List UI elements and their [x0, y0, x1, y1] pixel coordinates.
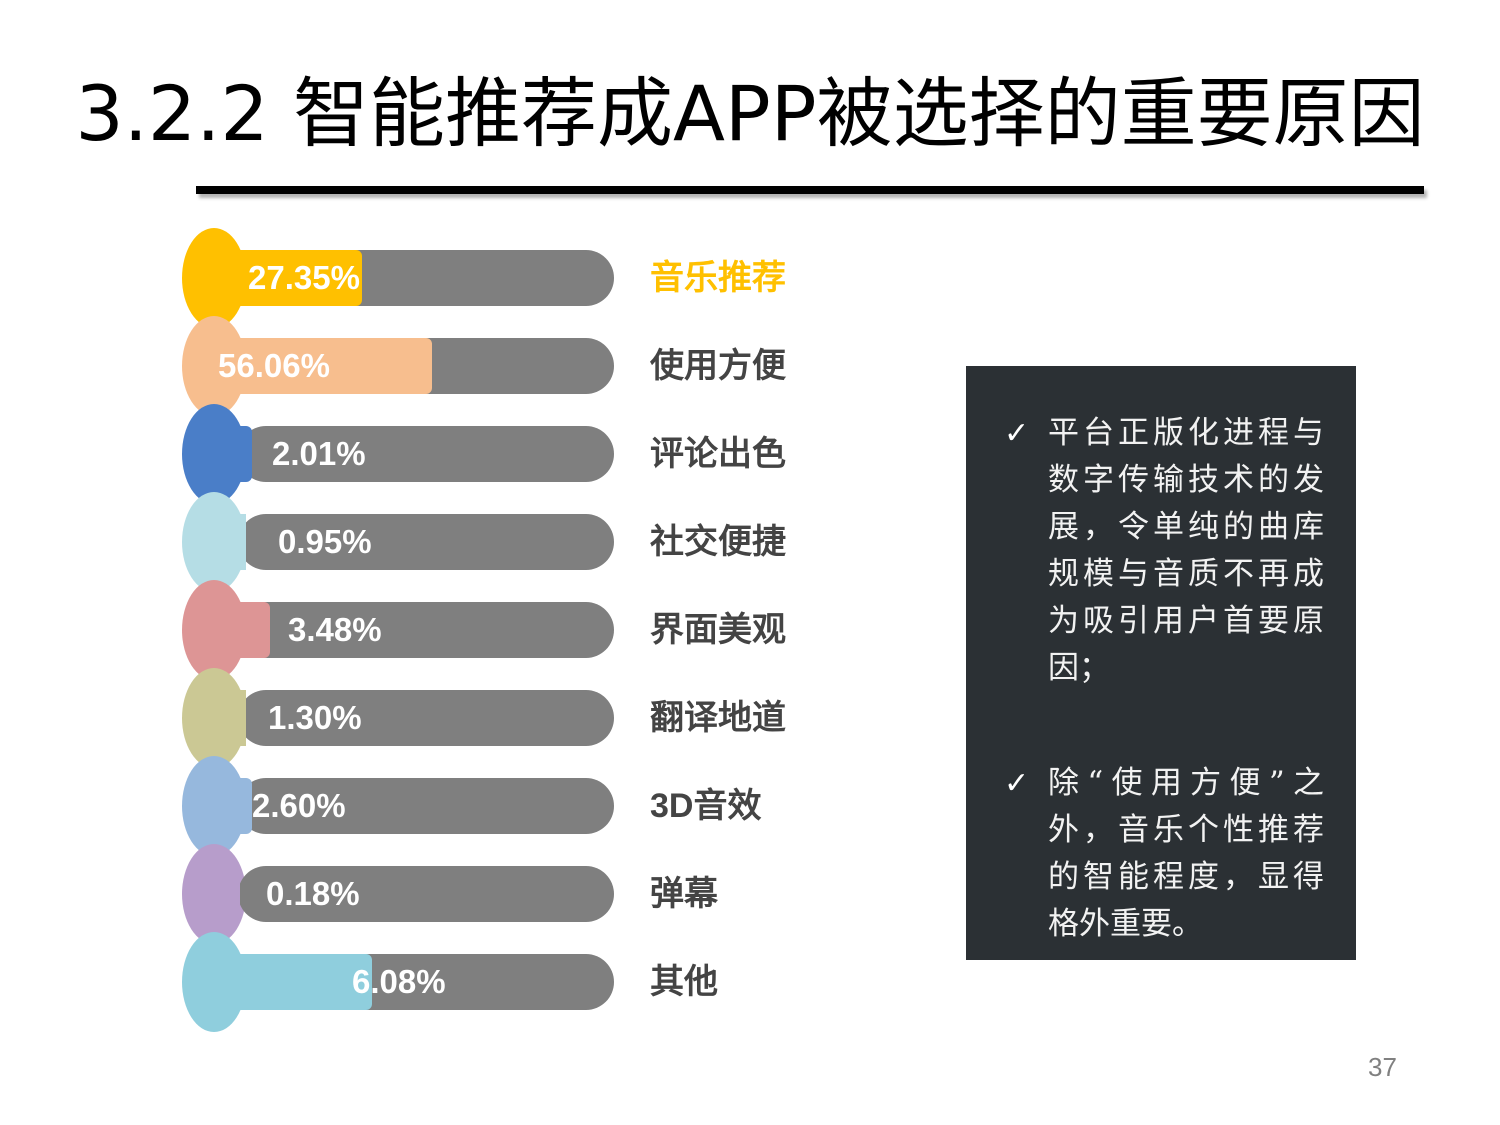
bar-fill	[238, 778, 252, 834]
bar-fill	[238, 866, 240, 922]
bar-cap-ellipse	[182, 492, 246, 592]
check-icon: ✓	[1004, 416, 1030, 451]
bar-category-label: 弹幕	[650, 875, 718, 913]
bar-row: 0.95% 社交便捷	[0, 492, 940, 592]
bar-row: 6.08% 其他	[0, 932, 940, 1032]
bar-cap-ellipse	[182, 228, 246, 328]
bar-fill	[238, 690, 246, 746]
bar-value-label: 3.48%	[288, 611, 382, 648]
insight-note-box: ✓ 平台正版化进程与数字传输技术的发展，令单纯的曲库规模与音质不再成为吸引用户首…	[966, 366, 1356, 960]
bar-fill	[238, 602, 270, 658]
note-bullet: ✓ 除“使用方便”之外，音乐个性推荐的智能程度，显得格外重要。	[1004, 760, 1324, 948]
bar-cap-ellipse	[182, 844, 246, 944]
bar-cap-ellipse	[182, 580, 246, 680]
note-bullet-text: 除“使用方便”之外，音乐个性推荐的智能程度，显得格外重要。	[1048, 765, 1324, 942]
bar-category-label: 3D音效	[650, 787, 762, 825]
bar-track	[238, 866, 614, 922]
bar-value-label: 1.30%	[268, 699, 362, 736]
bar-category-label: 翻译地道	[650, 699, 786, 737]
page-title: 3.2.2 智能推荐成APP被选择的重要原因	[75, 69, 1425, 158]
bar-fill	[238, 250, 362, 306]
bar-row: 2.60% 3D音效	[0, 756, 940, 856]
title-divider-rule	[196, 186, 1424, 194]
bar-cap-ellipse	[182, 404, 246, 504]
bar-track	[238, 778, 614, 834]
bar-fill	[238, 514, 246, 570]
note-bullet: ✓ 平台正版化进程与数字传输技术的发展，令单纯的曲库规模与音质不再成为吸引用户首…	[1004, 410, 1324, 692]
bar-cap-ellipse	[182, 756, 246, 856]
bar-row: 3.48% 界面美观	[0, 580, 940, 680]
bar-cap-ellipse	[182, 668, 246, 768]
bar-row: 2.01% 评论出色	[0, 404, 940, 504]
bar-fill	[238, 954, 372, 1010]
bar-value-label: 6.08%	[352, 963, 446, 1000]
bar-cap-ellipse	[182, 316, 246, 416]
note-bullet-text: 平台正版化进程与数字传输技术的发展，令单纯的曲库规模与音质不再成为吸引用户首要原…	[1048, 415, 1324, 686]
bar-value-label: 0.18%	[266, 875, 360, 912]
bar-value-label: 56.06%	[218, 347, 330, 384]
bar-row: 27.35% 音乐推荐	[0, 228, 940, 328]
horizontal-bar-chart: 27.35% 音乐推荐 56.06% 使用方便 2.01% 评论出色 0.95% 社交便捷 3.…	[0, 228, 940, 1032]
bar-category-label: 社交便捷	[650, 523, 786, 561]
bar-track	[238, 426, 614, 482]
bar-category-label: 其他	[650, 963, 718, 1001]
bar-category-label: 音乐推荐	[650, 259, 786, 297]
bar-row: 0.18% 弹幕	[0, 844, 940, 944]
bar-fill	[238, 338, 432, 394]
bar-track	[238, 690, 614, 746]
bar-track	[238, 514, 614, 570]
bar-row: 1.30% 翻译地道	[0, 668, 940, 768]
bar-value-label: 0.95%	[278, 523, 372, 560]
bar-category-label: 使用方便	[650, 347, 786, 385]
page-number: 37	[1368, 1052, 1397, 1082]
bar-row: 56.06% 使用方便	[0, 316, 940, 416]
bar-value-label: 2.60%	[252, 787, 346, 824]
bar-track	[238, 602, 614, 658]
bar-fill	[238, 426, 252, 482]
bar-value-label: 27.35%	[248, 259, 360, 296]
bar-category-label: 界面美观	[650, 611, 786, 649]
bar-value-label: 2.01%	[272, 435, 366, 472]
bar-cap-ellipse	[182, 932, 246, 1032]
check-icon: ✓	[1004, 766, 1030, 801]
bar-category-label: 评论出色	[650, 435, 786, 473]
